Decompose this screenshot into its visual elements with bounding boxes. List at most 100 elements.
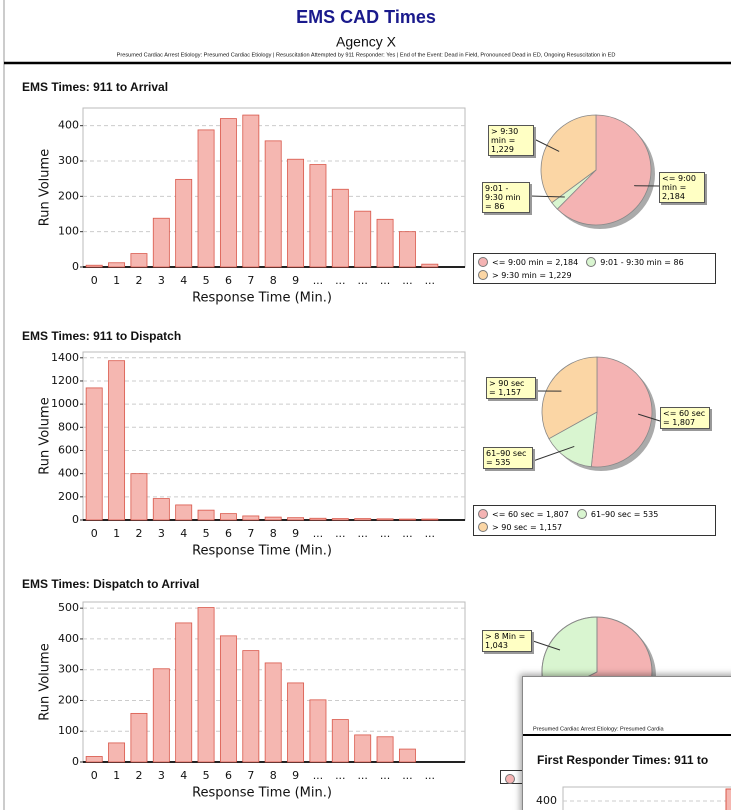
pie-slice (556, 114, 652, 226)
bar (85, 756, 103, 763)
legend-item: 61–90 sec = 535 (576, 509, 659, 519)
x-tick-label: 2 (135, 769, 142, 782)
bar (85, 387, 103, 521)
x-tick-label: 8 (270, 527, 277, 540)
y-axis-title: Run Volume (38, 149, 53, 226)
x-tick-label: 8 (270, 274, 277, 287)
bar (242, 515, 260, 521)
x-axis-title: Response Time (Min.) (192, 786, 332, 801)
y-tick-label: 800 (58, 420, 79, 433)
bar (219, 513, 237, 521)
pie-callout: > 8 Min = 1,043 (482, 630, 532, 652)
bar (175, 178, 193, 268)
legend-item: <= 60 sec = 1,807 (478, 509, 569, 519)
x-tick-label: ... (357, 274, 368, 287)
y-tick-label: 1000 (51, 397, 79, 410)
x-tick-label: 4 (180, 769, 187, 782)
legend-item: 9:01 - 9:30 min = 86 (586, 257, 684, 267)
bar (219, 118, 237, 268)
legend-label: <= 9:00 min = 2,184 (492, 257, 579, 267)
bar (242, 114, 260, 268)
bar (376, 218, 394, 268)
bar (354, 210, 372, 268)
bar (421, 518, 439, 521)
report-title: EMS CAD Times (296, 7, 436, 27)
bar (152, 498, 170, 521)
bar (108, 742, 126, 763)
x-tick-label: 2 (135, 274, 142, 287)
legend-swatch (478, 509, 488, 519)
legend-label: > 9:30 min = 1,229 (492, 270, 572, 280)
legend-item: > 9:30 min = 1,229 (478, 270, 572, 280)
bar (108, 360, 126, 521)
x-tick-label: 9 (292, 527, 299, 540)
legend-label: <= 60 sec = 1,807 (492, 509, 569, 519)
x-tick-label: ... (402, 769, 413, 782)
y-tick-label: 1400 (51, 351, 79, 364)
bar (152, 668, 170, 763)
x-tick-label: 6 (225, 769, 232, 782)
x-tick-label: 6 (225, 527, 232, 540)
bar (264, 516, 282, 521)
x-tick-label: 0 (91, 769, 98, 782)
x-axis-title: Response Time (Min.) (192, 544, 332, 559)
x-tick-label: ... (380, 527, 391, 540)
y-tick-label: 1200 (51, 374, 79, 387)
overlay-window: Presumed Cardiac Arrest Etiology: Presum… (522, 676, 731, 810)
bar (175, 504, 193, 521)
bar (331, 518, 349, 521)
y-tick-label: 400 (58, 119, 79, 132)
bar (130, 253, 148, 268)
bar (331, 719, 349, 763)
x-tick-label: ... (313, 527, 324, 540)
chart-heading: EMS Times: 911 to Arrival (22, 80, 168, 94)
y-tick-label: 400 (58, 467, 79, 480)
x-tick-label: 0 (91, 274, 98, 287)
legend-swatch (576, 509, 587, 519)
pie-slice (548, 411, 598, 468)
pie-slice (590, 356, 653, 468)
bar (130, 712, 148, 763)
pie-legend: <= 60 sec = 1,807 61–90 sec = 535 > 90 sec… (473, 505, 716, 536)
y-axis-title: Run Volume (38, 643, 53, 720)
x-tick-label: ... (380, 769, 391, 782)
y-tick-label: 100 (58, 724, 79, 737)
x-tick-label: 3 (158, 769, 165, 782)
pie-slice (541, 356, 598, 440)
legend-item: > 90 sec = 1,157 (478, 522, 562, 532)
report-filters: Presumed Cardiac Arrest Etiology: Presum… (117, 52, 616, 58)
x-tick-label: 7 (247, 274, 254, 287)
y-tick-label: 600 (58, 443, 79, 456)
y-tick-label: 300 (58, 663, 79, 676)
legend-swatch (478, 522, 488, 532)
bar (331, 188, 349, 268)
leader-line (532, 445, 575, 462)
y-tick-label: 100 (58, 225, 79, 238)
bar (219, 635, 237, 763)
x-tick-label: 6 (225, 274, 232, 287)
x-tick-label: ... (335, 527, 346, 540)
bar (152, 217, 170, 268)
legend-label: > 90 sec = 1,157 (492, 522, 563, 532)
bar (421, 263, 439, 268)
x-tick-label: 1 (113, 274, 120, 287)
bar (309, 517, 327, 521)
overlay-tick: 400 (536, 794, 557, 807)
y-tick-label: 400 (58, 632, 79, 645)
x-tick-label: 5 (203, 769, 210, 782)
legend-swatch (478, 257, 488, 267)
bar (242, 650, 260, 763)
bar (197, 509, 215, 521)
legend-label: 9:01 - 9:30 min = 86 (600, 257, 684, 267)
x-tick-label: 5 (203, 527, 210, 540)
overlay-heading: First Responder Times: 911 to (537, 753, 708, 767)
y-tick-label: 200 (58, 693, 79, 706)
legend-label: 61–90 sec = 535 (590, 509, 659, 519)
pie-callout: > 9:30 min = 1,229 (488, 125, 534, 156)
bar (287, 682, 305, 763)
bar (85, 264, 103, 268)
legend-swatch (478, 270, 488, 280)
x-tick-label: ... (425, 527, 436, 540)
x-tick-label: 7 (247, 769, 254, 782)
